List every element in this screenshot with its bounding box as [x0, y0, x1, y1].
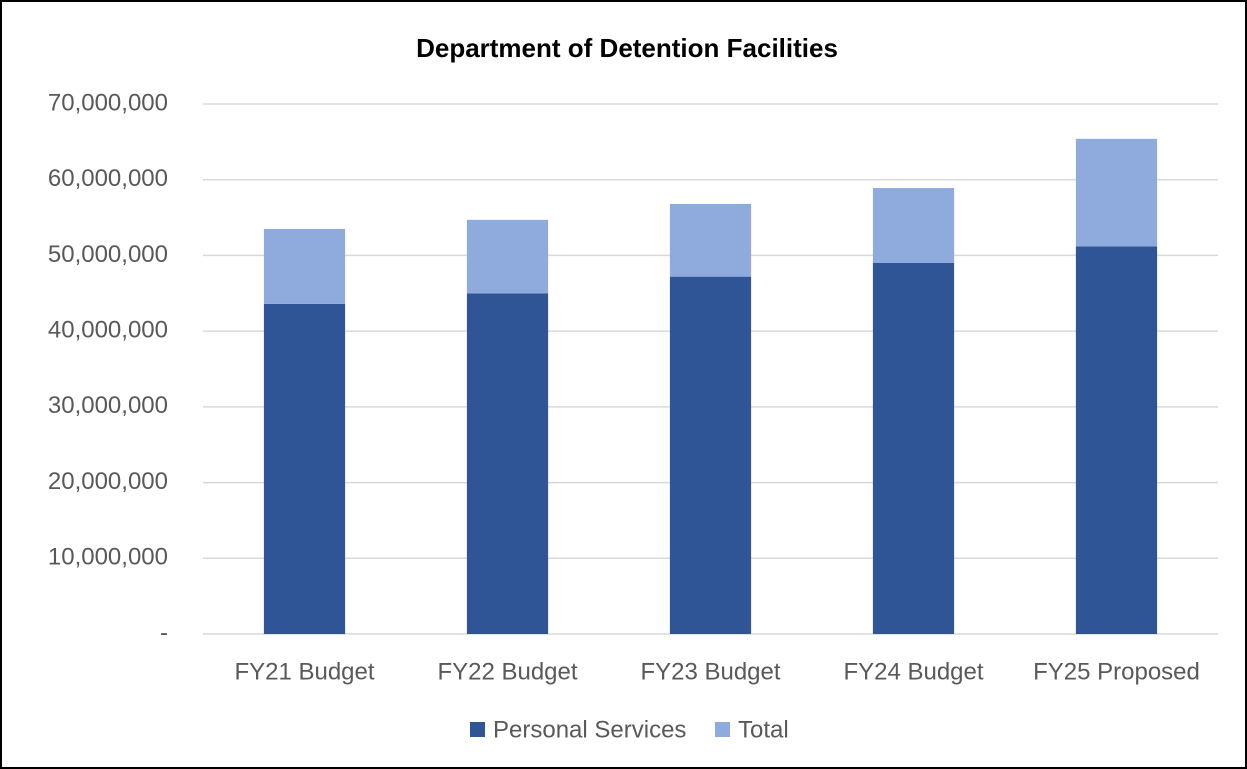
x-tick-label: FY25 Proposed — [1033, 658, 1200, 685]
x-tick-label: FY21 Budget — [234, 658, 374, 685]
y-tick-label: - — [160, 619, 168, 646]
x-tick-label: FY22 Budget — [437, 658, 577, 685]
legend-label: Personal Services — [493, 716, 686, 743]
x-tick-label: FY23 Budget — [640, 658, 780, 685]
y-tick-label: 20,000,000 — [48, 468, 168, 495]
bar-segment — [1075, 138, 1158, 247]
bar-segment — [872, 188, 955, 263]
bar-segment — [263, 228, 346, 304]
y-tick-label: 70,000,000 — [48, 89, 168, 116]
bar-segment — [669, 203, 752, 277]
bar-segment — [466, 293, 549, 634]
y-tick-label: 60,000,000 — [48, 165, 168, 192]
y-tick-label: 50,000,000 — [48, 241, 168, 268]
y-tick-label: 30,000,000 — [48, 392, 168, 419]
y-tick-label: 10,000,000 — [48, 544, 168, 571]
bar-segment — [669, 276, 752, 634]
chart-title: Department of Detention Facilities — [416, 33, 838, 63]
legend-label: Total — [738, 716, 789, 743]
legend-swatch — [470, 722, 485, 737]
bar-segment — [466, 219, 549, 294]
bar-segment — [872, 263, 955, 634]
x-tick-label: FY24 Budget — [843, 658, 983, 685]
bar-segment — [1075, 246, 1158, 635]
y-tick-label: 40,000,000 — [48, 316, 168, 343]
bar-segment — [263, 303, 346, 634]
legend-swatch — [715, 722, 730, 737]
